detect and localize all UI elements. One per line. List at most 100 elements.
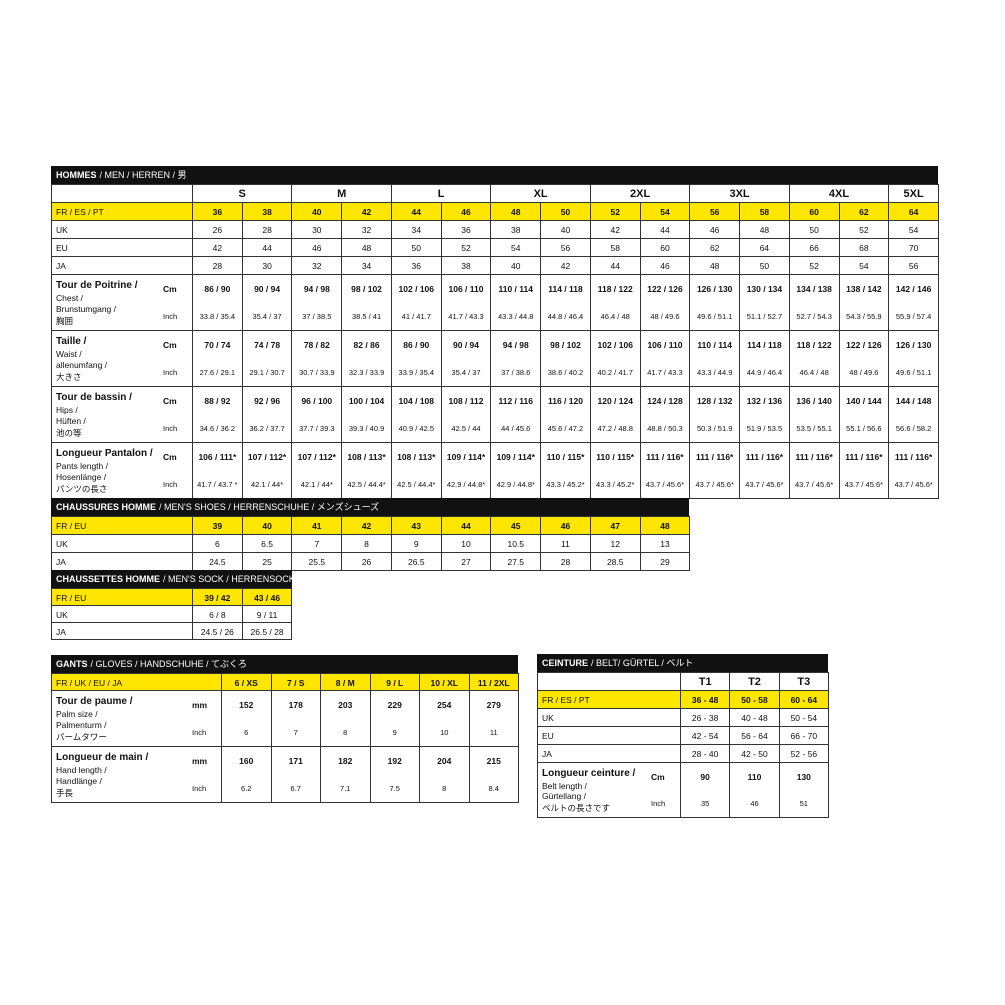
measure-cell: 110 / 115* 43.3 / 45.2*	[540, 442, 591, 499]
primary-value: 102 / 106	[597, 340, 633, 350]
value: 9 / L	[386, 677, 404, 688]
measure-name: Belt length /	[542, 780, 587, 791]
value-cell: 44	[390, 202, 442, 221]
primary-value: 109 / 114*	[446, 452, 486, 462]
size: T1	[698, 676, 712, 688]
value: 25	[262, 557, 272, 567]
value-cell: 12	[589, 534, 641, 553]
value-cell: 50	[739, 256, 790, 275]
size-cell: 4XL	[788, 184, 890, 203]
primary-value: 114 / 118	[548, 284, 583, 294]
header-text: / MEN'S SOCK / HERRENSOCKE / メンズソックス	[163, 574, 371, 584]
primary-value: 108 / 113*	[347, 452, 386, 462]
measure-cell: 78 / 82 30.7 / 33.9	[291, 330, 343, 387]
measure-cell: 111 / 116* 43.7 / 45.6*	[739, 442, 790, 499]
value-cell: 36	[192, 202, 243, 221]
value: 9 / 11	[256, 609, 278, 620]
value: 62	[859, 207, 869, 217]
primary-value: 130	[796, 771, 811, 782]
value-cell: 38	[241, 202, 293, 221]
value-cell: 10.5	[490, 534, 542, 553]
value-cell: 70	[888, 238, 939, 257]
row-label-cell: UK	[51, 220, 193, 239]
value: 10	[461, 539, 471, 549]
measure-label-cell: Longueur Pantalon / Pants length / Hosenlä…	[51, 442, 193, 499]
value: 26	[361, 557, 372, 567]
value-cell: 36 - 48	[680, 690, 731, 709]
size: 5XL	[903, 188, 924, 200]
value: 58	[759, 207, 770, 217]
primary-value: 110 / 114	[697, 340, 732, 350]
secondary-value: 30.7 / 33.9	[299, 368, 335, 377]
row-label-cell: UK	[51, 534, 193, 553]
size-cell: T1	[680, 672, 731, 691]
value: 10 / XL	[430, 677, 458, 688]
table-header: CHAUSSETTES HOMME / MEN'S SOCK / HERRENSO…	[51, 570, 371, 588]
unit: Cm	[163, 452, 177, 462]
measure-cell: 109 / 114* 42.9 / 44.8*	[490, 442, 542, 499]
value: 52	[859, 225, 869, 235]
row-label: FR / UK / EU / JA	[56, 677, 123, 688]
value-cell: 56	[888, 256, 939, 275]
primary-value: 98 / 102	[351, 284, 382, 294]
measure-cell: 128 / 132 50.3 / 51.9	[689, 386, 741, 443]
primary-value: 126 / 130	[696, 284, 733, 294]
secondary-value: 43.3 / 45.2*	[596, 480, 635, 489]
value: 44	[660, 225, 670, 235]
measure-cell: 108 / 113* 42.5 / 44.4*	[341, 442, 392, 499]
primary-value: 114 / 118	[747, 340, 782, 350]
value-cell: 50 - 58	[729, 690, 780, 709]
value: 41	[312, 521, 322, 531]
table-header: GANTS / GLOVES / HANDSCHUHE / てぶくろ	[51, 655, 518, 673]
measure-cell: 182 7.1	[320, 746, 371, 803]
measure-cell: 142 / 146 55.9 / 57.4	[888, 274, 939, 331]
value: 24.5	[209, 557, 226, 567]
measure-cell: 192 7.5	[369, 746, 420, 803]
value: 42	[560, 261, 571, 271]
measure-name: Longueur Pantalon /	[56, 448, 153, 459]
value-cell: 28	[540, 552, 591, 571]
unit: Cm	[651, 771, 665, 782]
secondary-value: 10	[440, 728, 449, 737]
secondary-value: 38.6 / 40.2	[547, 368, 584, 377]
value-cell: 43	[390, 516, 442, 535]
measure-name: Longueur de main /	[56, 752, 149, 763]
primary-value: 74 / 78	[254, 340, 281, 350]
unit: Inch	[163, 368, 178, 377]
value-cell: 54	[888, 220, 939, 239]
row-label: UK	[56, 225, 68, 235]
measure-name: パンツの長さ	[56, 484, 108, 494]
value-cell: 52	[589, 202, 641, 221]
header-bold: HOMMES	[56, 170, 97, 180]
value-cell: 6.5	[241, 534, 293, 553]
measure-cell: 144 / 148 56.6 / 58.2	[888, 386, 939, 443]
value: 40	[511, 261, 521, 271]
measure-cell: 160 6.2	[221, 746, 272, 803]
primary-value: 110	[747, 771, 762, 782]
value: 64	[759, 243, 770, 253]
measure-cell: 111 / 116* 43.7 / 45.6*	[838, 442, 890, 499]
measure-name: Waist /	[56, 349, 82, 359]
primary-value: 111 / 116*	[745, 452, 784, 462]
value: 36 - 48	[691, 695, 719, 705]
size: S	[238, 188, 246, 200]
value-cell: 42	[341, 516, 392, 535]
primary-value: 192	[387, 756, 402, 766]
value-cell: 34	[341, 256, 392, 275]
secondary-value: 43.7 / 45.6*	[745, 480, 784, 489]
measure-name: Palm size /	[56, 709, 98, 719]
value-cell: 60 - 64	[778, 690, 829, 709]
value: 8 / M	[335, 677, 355, 688]
primary-value: 82 / 86	[353, 340, 380, 350]
value: 54	[660, 207, 670, 217]
value: 12	[610, 539, 620, 549]
row-label-cell: FR / EU	[51, 516, 193, 535]
value-cell: 6 / XS	[221, 673, 272, 691]
measure-cell: 111 / 116* 43.7 / 45.6*	[788, 442, 840, 499]
value: 36	[461, 225, 471, 235]
secondary-value: 41.7 / 43.7 *	[197, 480, 238, 489]
secondary-value: 41.7 / 43.3	[448, 312, 484, 321]
value-cell: 28	[241, 220, 293, 239]
value-cell: 40	[540, 220, 591, 239]
measure-cell: 90 / 94 35.4 / 37	[241, 274, 293, 331]
